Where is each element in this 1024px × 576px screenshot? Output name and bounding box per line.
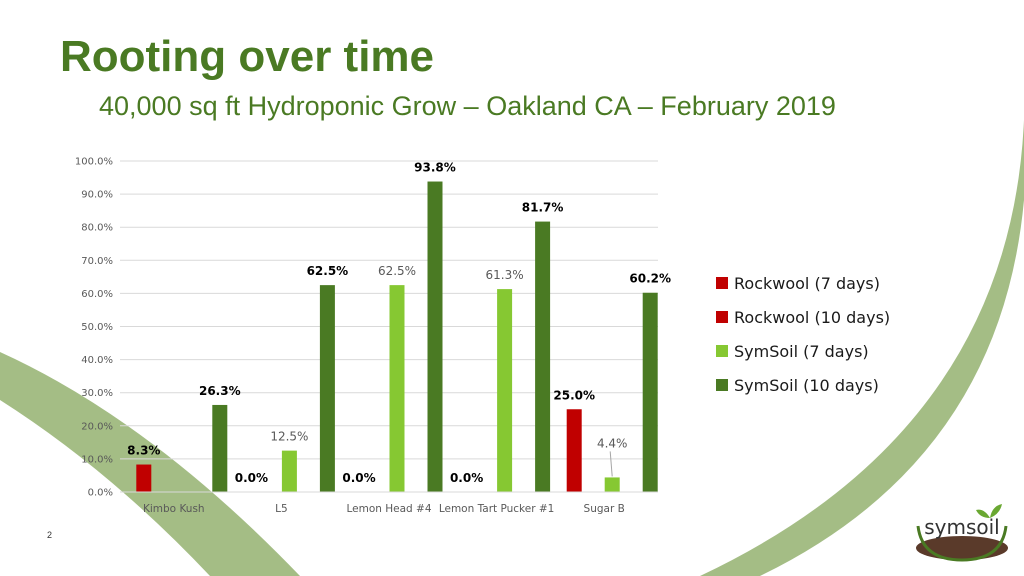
x-tick-label: Kimbo Kush — [143, 503, 205, 515]
legend-swatch-symsoil-10 — [716, 379, 728, 391]
x-tick-label: Lemon Tart Pucker #1 — [439, 503, 555, 515]
data-label: 60.2% — [629, 272, 671, 286]
logo-soil-mound — [916, 536, 1008, 560]
legend-label-rockwool-7: Rockwool (7 days) — [734, 273, 880, 293]
legend-item-symsoil-7: SymSoil (7 days) — [716, 334, 890, 368]
legend-item-rockwool-7: Rockwool (7 days) — [716, 266, 890, 300]
data-label: 0.0% — [450, 471, 483, 485]
right-decorative-arc — [700, 120, 1024, 576]
data-label: 61.3% — [486, 268, 524, 282]
x-tick-label: Lemon Head #4 — [346, 503, 431, 515]
symsoil-logo: symsoil — [916, 504, 1008, 562]
data-label: 8.3% — [127, 444, 160, 458]
data-label: 4.4% — [597, 436, 628, 450]
bar-symsoil-7-days- — [281, 450, 297, 492]
bar-rockwool-10-days- — [566, 409, 582, 492]
data-label: 12.5% — [270, 430, 308, 444]
bar-symsoil-10-days- — [535, 221, 551, 492]
bar-symsoil-7-days- — [604, 477, 620, 492]
bar-symsoil-10-days- — [642, 292, 658, 492]
logo-sprout-icon — [976, 504, 1002, 518]
y-tick-label: 20.0% — [81, 421, 113, 432]
data-label: 0.0% — [235, 471, 268, 485]
data-label: 62.5% — [307, 264, 349, 278]
data-label-leader-line — [609, 451, 613, 477]
bar-symsoil-10-days- — [212, 404, 228, 492]
x-tick-label: Sugar B — [584, 503, 625, 515]
chart-legend: Rockwool (7 days) Rockwool (10 days) Sym… — [716, 266, 890, 402]
legend-swatch-rockwool-7 — [716, 277, 728, 289]
data-label: 62.5% — [378, 264, 416, 278]
y-tick-label: 10.0% — [81, 454, 113, 465]
data-label: 93.8% — [414, 161, 456, 175]
data-label: 26.3% — [199, 384, 241, 398]
page-number: 2 — [47, 530, 53, 540]
legend-label-symsoil-7: SymSoil (7 days) — [734, 341, 869, 361]
legend-swatch-rockwool-10 — [716, 311, 728, 323]
y-tick-label: 60.0% — [81, 289, 113, 300]
y-tick-label: 0.0% — [88, 488, 113, 499]
logo-ring — [916, 525, 1008, 562]
legend-label-symsoil-10: SymSoil (10 days) — [734, 375, 879, 395]
bar-symsoil-10-days- — [319, 285, 335, 492]
y-tick-label: 80.0% — [81, 223, 113, 234]
bar-symsoil-7-days- — [389, 285, 405, 492]
y-tick-label: 100.0% — [75, 157, 113, 168]
slide-subtitle: 40,000 sq ft Hydroponic Grow – Oakland C… — [99, 91, 836, 121]
slide-title: Rooting over time — [60, 32, 435, 81]
x-tick-label: L5 — [275, 503, 288, 515]
data-label: 25.0% — [553, 388, 595, 402]
y-tick-label: 30.0% — [81, 388, 113, 399]
logo-text: symsoil — [924, 515, 1000, 539]
legend-item-symsoil-10: SymSoil (10 days) — [716, 368, 890, 402]
left-inner-arc-cutout — [0, 400, 210, 576]
y-tick-label: 40.0% — [81, 355, 113, 366]
legend-item-rockwool-10: Rockwool (10 days) — [716, 300, 890, 334]
bar-symsoil-7-days- — [497, 289, 513, 492]
bar-rockwool-10-days- — [136, 464, 152, 492]
legend-swatch-symsoil-7 — [716, 345, 728, 357]
bar-symsoil-10-days- — [427, 181, 443, 492]
y-tick-label: 90.0% — [81, 190, 113, 201]
data-label: 81.7% — [522, 201, 564, 215]
legend-label-rockwool-10: Rockwool (10 days) — [734, 307, 891, 327]
y-tick-label: 70.0% — [81, 256, 113, 267]
data-label: 0.0% — [342, 471, 375, 485]
y-tick-label: 50.0% — [81, 322, 113, 333]
